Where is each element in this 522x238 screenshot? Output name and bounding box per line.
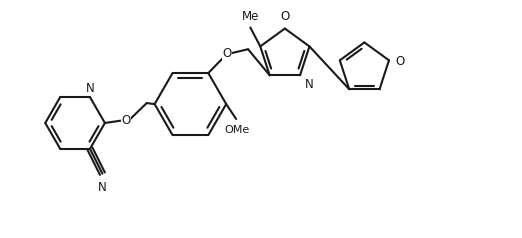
Text: N: N — [98, 181, 107, 194]
Text: OMe: OMe — [224, 125, 250, 135]
Text: N: N — [305, 78, 314, 91]
Text: O: O — [121, 114, 130, 127]
Text: Me: Me — [242, 10, 259, 23]
Text: N: N — [86, 82, 94, 95]
Text: O: O — [280, 10, 290, 23]
Text: O: O — [395, 55, 404, 68]
Text: O: O — [222, 47, 232, 60]
